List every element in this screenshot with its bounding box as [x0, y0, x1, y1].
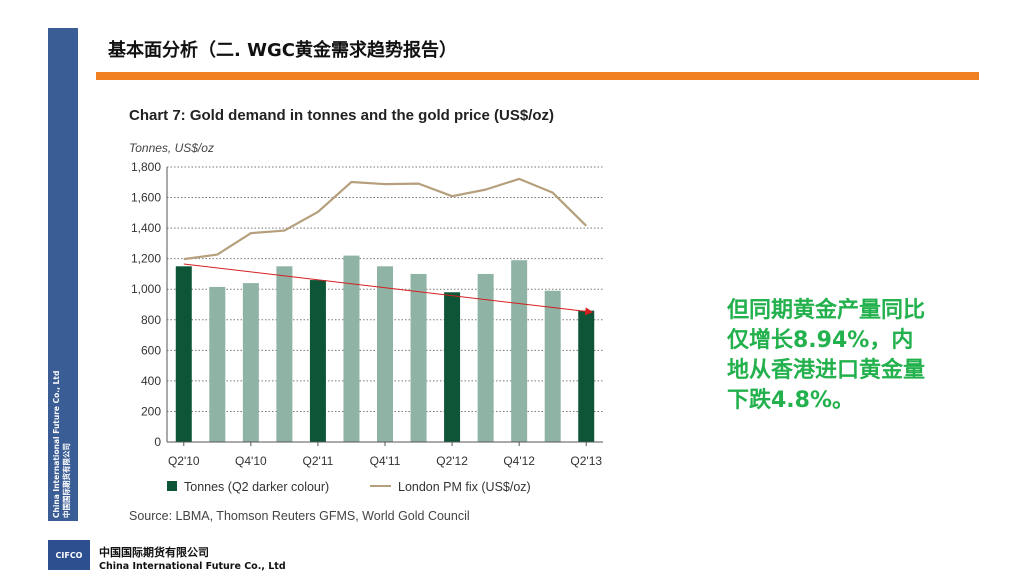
bar-tonnes — [444, 292, 461, 442]
bar-tonnes — [578, 310, 595, 442]
y-tick-label: 0 — [154, 435, 161, 449]
bar-tonnes — [477, 273, 494, 442]
y-tick-label: 1,800 — [131, 160, 161, 174]
slide-title: 基本面分析（二. WGC黄金需求趋势报告） — [108, 40, 457, 61]
y-tick-label: 200 — [141, 404, 161, 418]
bar-tonnes — [242, 283, 259, 442]
bar-tonnes — [175, 266, 192, 442]
x-tick-label: Q2'13 — [570, 454, 602, 468]
side-band — [48, 28, 78, 521]
y-tick-label: 1,200 — [131, 252, 161, 266]
legend-swatch-tonnes — [167, 481, 177, 491]
bar-tonnes — [377, 266, 393, 442]
title-underline-bar — [96, 72, 979, 80]
cifco-logo: CIFCO — [48, 540, 90, 570]
legend-label-tonnes: Tonnes (Q2 darker colour) — [184, 480, 329, 494]
y-tick-label: 1,600 — [131, 191, 161, 205]
x-tick-label: Q2'10 — [168, 454, 200, 468]
company-name-en: China International Future Co., Ltd — [99, 561, 286, 572]
y-axis-unit-label: Tonnes, US$/oz — [129, 141, 214, 155]
commentary-note: 但同期黄金产量同比仅增长8.94%，内地从香港进口黄金量下跌4.8%。 — [727, 298, 926, 413]
x-tick-label: Q2'12 — [436, 454, 468, 468]
y-tick-label: 400 — [141, 374, 161, 388]
y-tick-label: 600 — [141, 343, 161, 357]
bar-tonnes — [511, 260, 528, 442]
bar-tonnes — [276, 266, 293, 442]
bar-tonnes — [410, 273, 427, 442]
x-tick-label: Q4'10 — [235, 454, 267, 468]
chart-source: Source: LBMA, Thomson Reuters GFMS, Worl… — [129, 509, 470, 523]
bar-tonnes — [209, 286, 226, 442]
x-tick-label: Q4'12 — [503, 454, 535, 468]
x-tick-label: Q4'11 — [370, 454, 401, 468]
y-tick-label: 1,000 — [131, 282, 161, 296]
y-tick-label: 1,400 — [131, 221, 161, 235]
bar-tonnes — [309, 280, 326, 442]
chart-title: Chart 7: Gold demand in tonnes and the g… — [129, 107, 555, 124]
x-tick-label: Q2'11 — [303, 454, 334, 468]
company-name-cn: 中国国际期货有限公司 — [99, 546, 209, 559]
legend-label-price: London PM fix (US$/oz) — [398, 480, 531, 494]
y-tick-label: 800 — [141, 313, 161, 327]
line-london-pm-fix — [183, 177, 588, 261]
bar-tonnes — [343, 255, 360, 442]
bar-tonnes — [544, 290, 561, 442]
trend-arrow — [183, 263, 594, 316]
